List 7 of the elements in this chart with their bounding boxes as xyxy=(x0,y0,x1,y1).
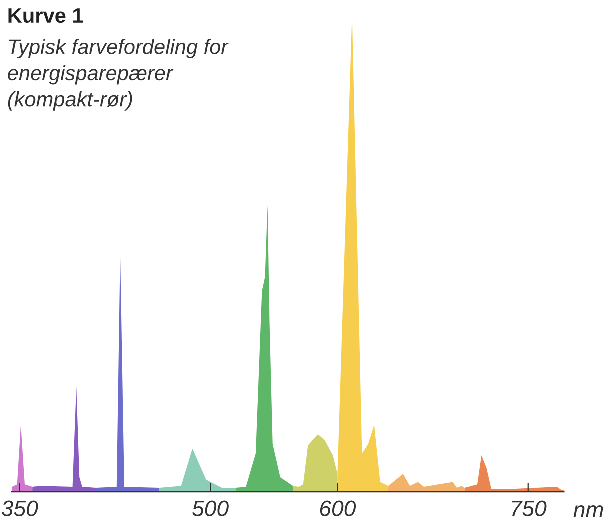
x-tick-label: 500 xyxy=(192,500,229,516)
x-tick-label: 750 xyxy=(512,500,547,516)
x-tick-label: 600 xyxy=(320,500,356,516)
text: Typisk farvefordeling for energisparepærer (kompakt-rør) xyxy=(8,39,229,111)
x-tick-label: 350 xyxy=(2,500,38,516)
chart-title: Kurve 1 xyxy=(8,8,84,24)
x-axis-title: nm xyxy=(574,506,604,518)
